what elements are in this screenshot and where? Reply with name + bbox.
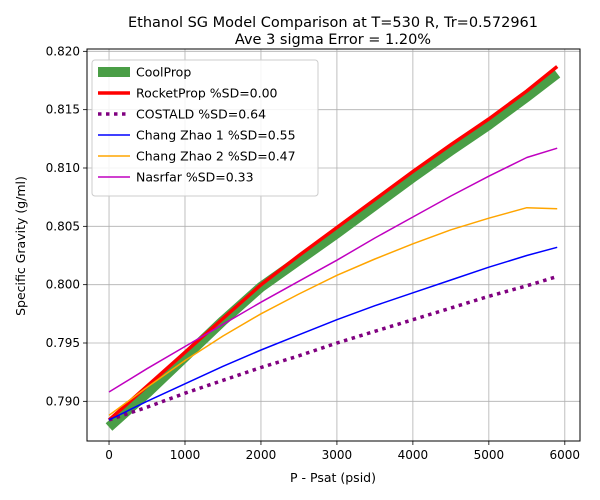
x-tick-label: 6000 (550, 448, 581, 462)
legend-label-rocketprop-sd-0-00: RocketProp %SD=0.00 (136, 86, 278, 101)
x-tick-label: 3000 (322, 448, 353, 462)
y-tick-label: 0.815 (46, 103, 80, 117)
y-tick-label: 0.790 (46, 394, 80, 408)
axis-ticks: 0 1000 2000 3000 4000 5000 6000 0.790 0.795 0.800… (46, 44, 580, 462)
x-tick-label: 1000 (170, 448, 201, 462)
legend-label-chang-zhao-2-sd-0-47: Chang Zhao 2 %SD=0.47 (136, 149, 296, 164)
series-line-rocketprop-sd-0-00 (107, 65, 559, 422)
x-tick-label: 2000 (246, 448, 277, 462)
series-line-nasrfar-sd-0-33 (108, 147, 558, 393)
legend: CoolProp RocketProp %SD=0.00 COSTALD %SD=0… (91, 59, 319, 197)
y-tick-label: 0.820 (46, 44, 80, 58)
x-tick-label: 4000 (398, 448, 429, 462)
legend-box (91, 59, 319, 197)
series-layer (105, 65, 561, 431)
chart-title: Ethanol SG Model Comparison at T=530 R, … (128, 15, 538, 31)
plot-frame (86, 48, 581, 442)
series-line-costald-sd-0-64 (108, 274, 558, 422)
legend-label-chang-zhao-1-sd-0-55: Chang Zhao 1 %SD=0.55 (136, 128, 296, 143)
legend-label-costald-sd-0-64: COSTALD %SD=0.64 (136, 107, 266, 122)
y-axis-label: Specific Gravity (g/ml) (13, 176, 28, 316)
x-axis-label: P - Psat (psid) (290, 470, 376, 485)
series-line-coolprop (105, 69, 561, 431)
x-tick-label: 5000 (474, 448, 505, 462)
chart-subtitle: Ave 3 sigma Error = 1.20% (235, 32, 431, 48)
x-tick-label: 0 (105, 448, 113, 462)
y-tick-label: 0.800 (46, 278, 80, 292)
y-tick-label: 0.810 (46, 161, 80, 175)
series-line-chang-zhao-2-sd-0-47 (108, 206, 558, 416)
y-tick-label: 0.795 (46, 336, 80, 350)
legend-label-coolprop: CoolProp (136, 65, 191, 80)
legend-label-nasrfar-sd-0-33: Nasrfar %SD=0.33 (136, 170, 254, 185)
y-tick-label: 0.805 (46, 219, 80, 233)
series-line-chang-zhao-1-sd-0-55 (108, 246, 558, 421)
